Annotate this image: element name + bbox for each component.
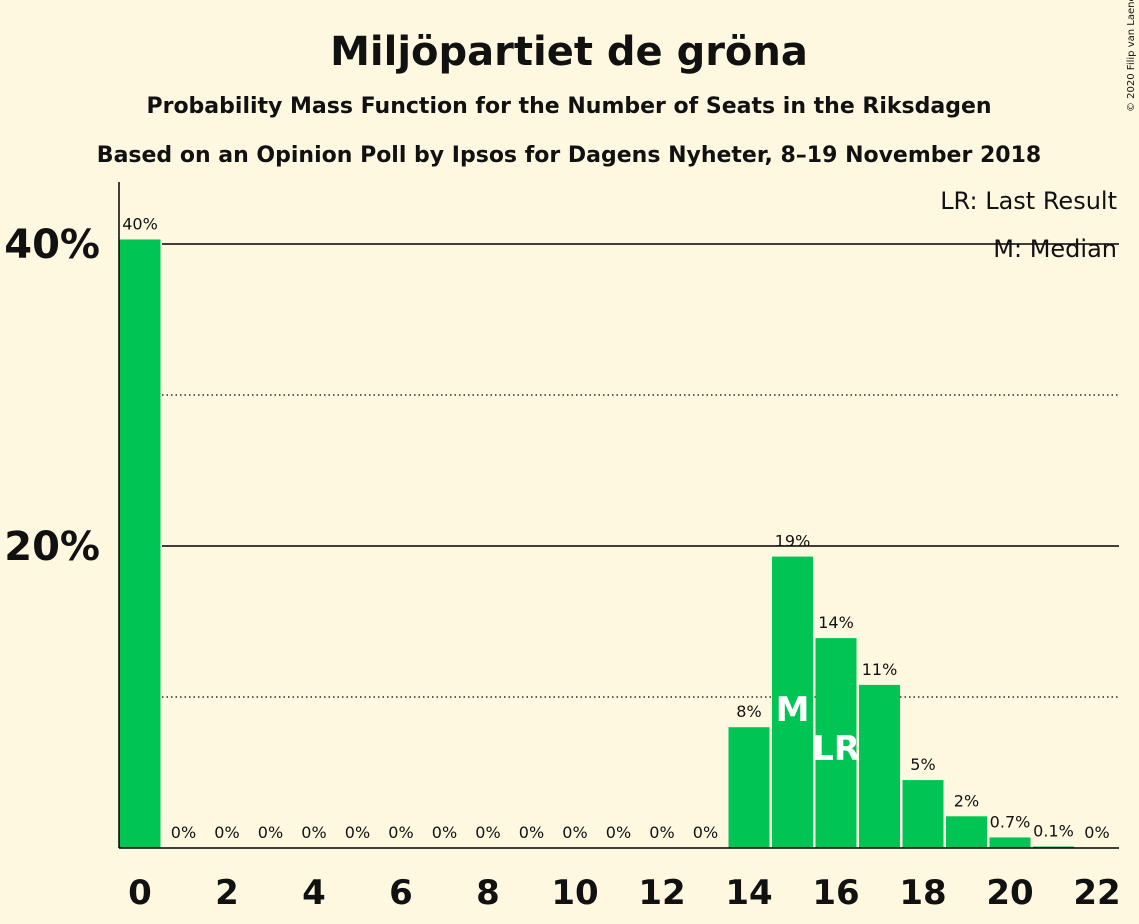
y-tick-label: 40% — [4, 222, 100, 268]
data-label: 0% — [649, 823, 674, 842]
data-label: 2% — [954, 791, 979, 810]
bars — [119, 239, 1074, 849]
copyright-text: © 2020 Filip van Laenen — [1126, 0, 1137, 112]
bar-seats-16 — [815, 638, 857, 848]
data-label: 0% — [693, 823, 718, 842]
chart-subtitle: Probability Mass Function for the Number… — [146, 94, 991, 119]
x-tick-label: 22 — [1073, 873, 1120, 913]
y-tick-label: 20% — [4, 524, 100, 570]
x-tick-label: 14 — [725, 873, 772, 913]
data-label: 0% — [171, 823, 196, 842]
x-tick-label: 12 — [638, 873, 685, 913]
chart-title: Miljöpartiet de gröna — [330, 29, 808, 75]
median-marker: M — [776, 690, 810, 730]
axes: 20% 40% 0 2 4 6 8 10 12 14 16 18 20 22 — [4, 182, 1121, 913]
bar-seats-18 — [902, 780, 944, 848]
data-label: 0% — [214, 823, 239, 842]
x-tick-label: 4 — [302, 873, 326, 913]
bar-seats-17 — [859, 684, 900, 848]
bar-seats-19 — [946, 816, 987, 848]
data-label: 19% — [775, 532, 811, 551]
data-label: 0% — [562, 823, 587, 842]
bar-seats-0 — [119, 239, 161, 849]
data-label: 0% — [519, 823, 544, 842]
data-label: 14% — [818, 613, 854, 632]
x-tick-label: 18 — [899, 873, 946, 913]
data-label: 0% — [258, 823, 283, 842]
data-label: 11% — [862, 660, 898, 679]
data-label: 5% — [910, 755, 935, 774]
legend-median: M: Median — [993, 235, 1117, 263]
x-tick-label: 2 — [215, 873, 239, 913]
data-label: 0% — [1084, 823, 1109, 842]
x-tick-label: 6 — [389, 873, 413, 913]
data-label: 40% — [122, 214, 158, 233]
bar-seats-20 — [989, 837, 1031, 848]
legend-last-result: LR: Last Result — [940, 187, 1117, 215]
bar-seats-21 — [1033, 846, 1074, 848]
chart-subtitle-2: Based on an Opinion Poll by Ipsos for Da… — [97, 143, 1041, 168]
data-label: 0% — [301, 823, 326, 842]
last-result-marker: LR — [812, 729, 860, 769]
x-tick-label: 8 — [476, 873, 500, 913]
data-label: 0.1% — [1033, 821, 1074, 840]
data-label: 0% — [345, 823, 370, 842]
x-tick-label: 0 — [128, 873, 152, 913]
x-tick-label: 20 — [986, 873, 1033, 913]
bar-seats-15 — [772, 556, 813, 848]
data-label: 0% — [388, 823, 413, 842]
data-label: 0% — [432, 823, 457, 842]
data-label: 0.7% — [990, 812, 1031, 831]
data-labels: 40% 0% 0% 0% 0% 0% 0% 0% 0% 0% 0% 0% 0% 0% 8% 19% 14% 11%… — [122, 214, 1109, 842]
data-label: 0% — [475, 823, 500, 842]
bar-seats-14 — [728, 727, 770, 848]
data-label: 0% — [606, 823, 631, 842]
gridlines — [162, 243, 1119, 698]
x-tick-label: 16 — [812, 873, 859, 913]
data-label: 8% — [736, 702, 761, 721]
x-tick-label: 10 — [551, 873, 598, 913]
